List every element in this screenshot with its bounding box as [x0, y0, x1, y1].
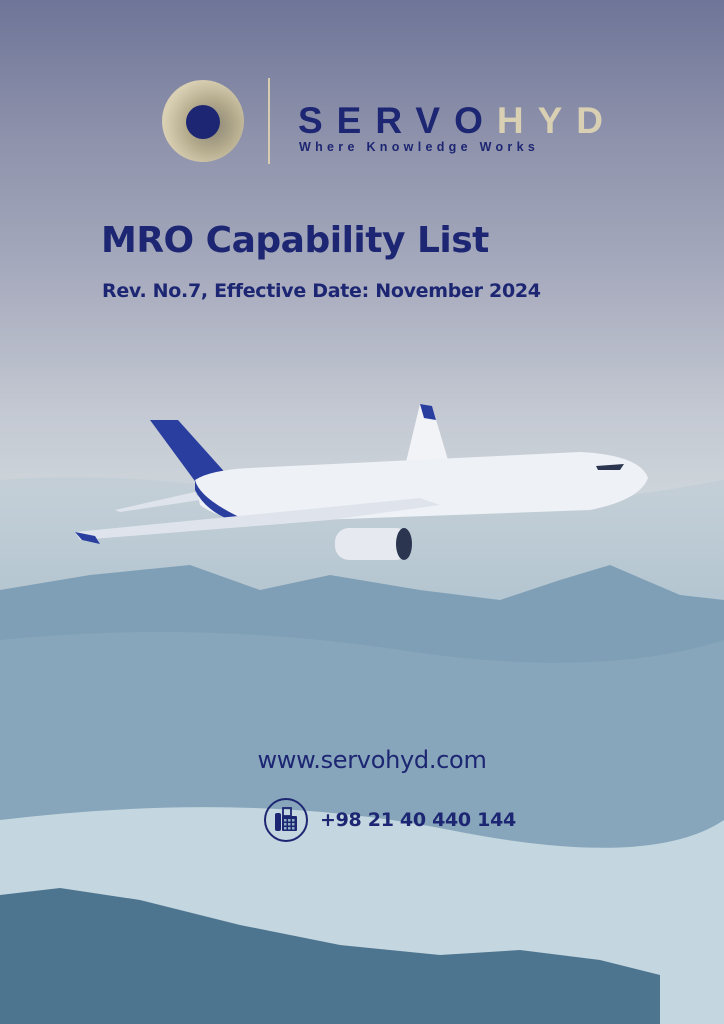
document-revision: Rev. No.7, Effective Date: November 2024: [102, 280, 541, 302]
logo-mark: [162, 80, 244, 162]
brand-name: SERVOHYD: [298, 100, 617, 141]
servohyd-logo: SERVOHYD Where Knowledge Works: [160, 78, 603, 168]
website-link[interactable]: www.servohyd.com: [257, 746, 487, 774]
fax-phone-icon: [264, 798, 308, 842]
brand-tagline: Where Knowledge Works: [299, 140, 540, 154]
document-title: MRO Capability List: [101, 220, 489, 261]
phone-contact: +98 21 40 440 144: [264, 796, 516, 844]
phone-number[interactable]: +98 21 40 440 144: [320, 809, 516, 831]
logo-divider: [268, 78, 270, 164]
